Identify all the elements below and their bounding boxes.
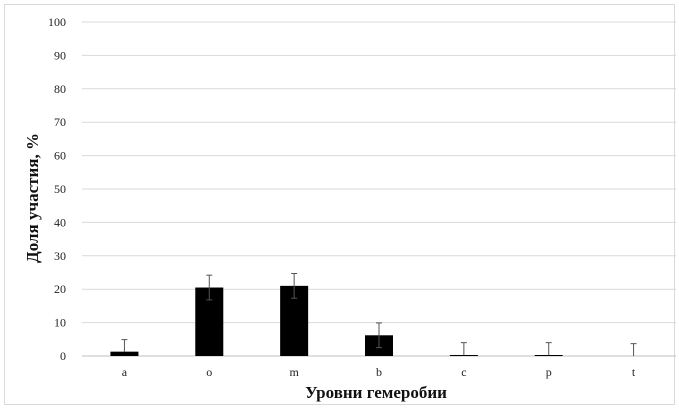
bar-p [534, 354, 563, 356]
y-tick-label: 100 [48, 15, 66, 29]
x-tick-label: b [376, 365, 382, 379]
error-bar-a [121, 339, 128, 352]
y-tick-label: 10 [54, 316, 66, 330]
x-tick-label: c [461, 365, 466, 379]
error-bar-b [376, 322, 382, 349]
y-axis-label: Доля участия, % [23, 133, 42, 263]
x-tick-label: a [122, 365, 128, 379]
y-tick-label: 0 [60, 349, 66, 363]
y-tick-label: 50 [54, 182, 66, 196]
x-tick-label: t [632, 365, 636, 379]
x-tick-label: o [206, 365, 212, 379]
y-tick-label: 60 [54, 149, 66, 163]
x-tick-label: m [289, 365, 299, 379]
bars [110, 285, 563, 356]
gridlines [82, 21, 676, 357]
error-bar-m [291, 273, 298, 299]
error-bar-c [460, 342, 467, 355]
bar-a [110, 351, 139, 356]
error-bar-t [630, 343, 637, 356]
y-tick-label: 90 [54, 48, 66, 62]
chart-frame [4, 4, 675, 405]
error-bars [121, 273, 637, 356]
y-tick-label: 30 [54, 249, 66, 263]
x-tick-label: p [546, 365, 552, 379]
y-tick-labels: 0 10 20 30 40 50 60 70 80 90 100 [48, 15, 66, 363]
x-axis-label: Уровни гемеробии [305, 383, 447, 402]
y-tick-label: 70 [54, 115, 66, 129]
y-tick-label: 20 [54, 282, 66, 296]
error-bar-p [545, 342, 552, 355]
y-tick-label: 80 [54, 82, 66, 96]
y-tick-label: 40 [54, 215, 66, 229]
error-bar-o [206, 274, 213, 301]
bar-c [449, 354, 478, 356]
